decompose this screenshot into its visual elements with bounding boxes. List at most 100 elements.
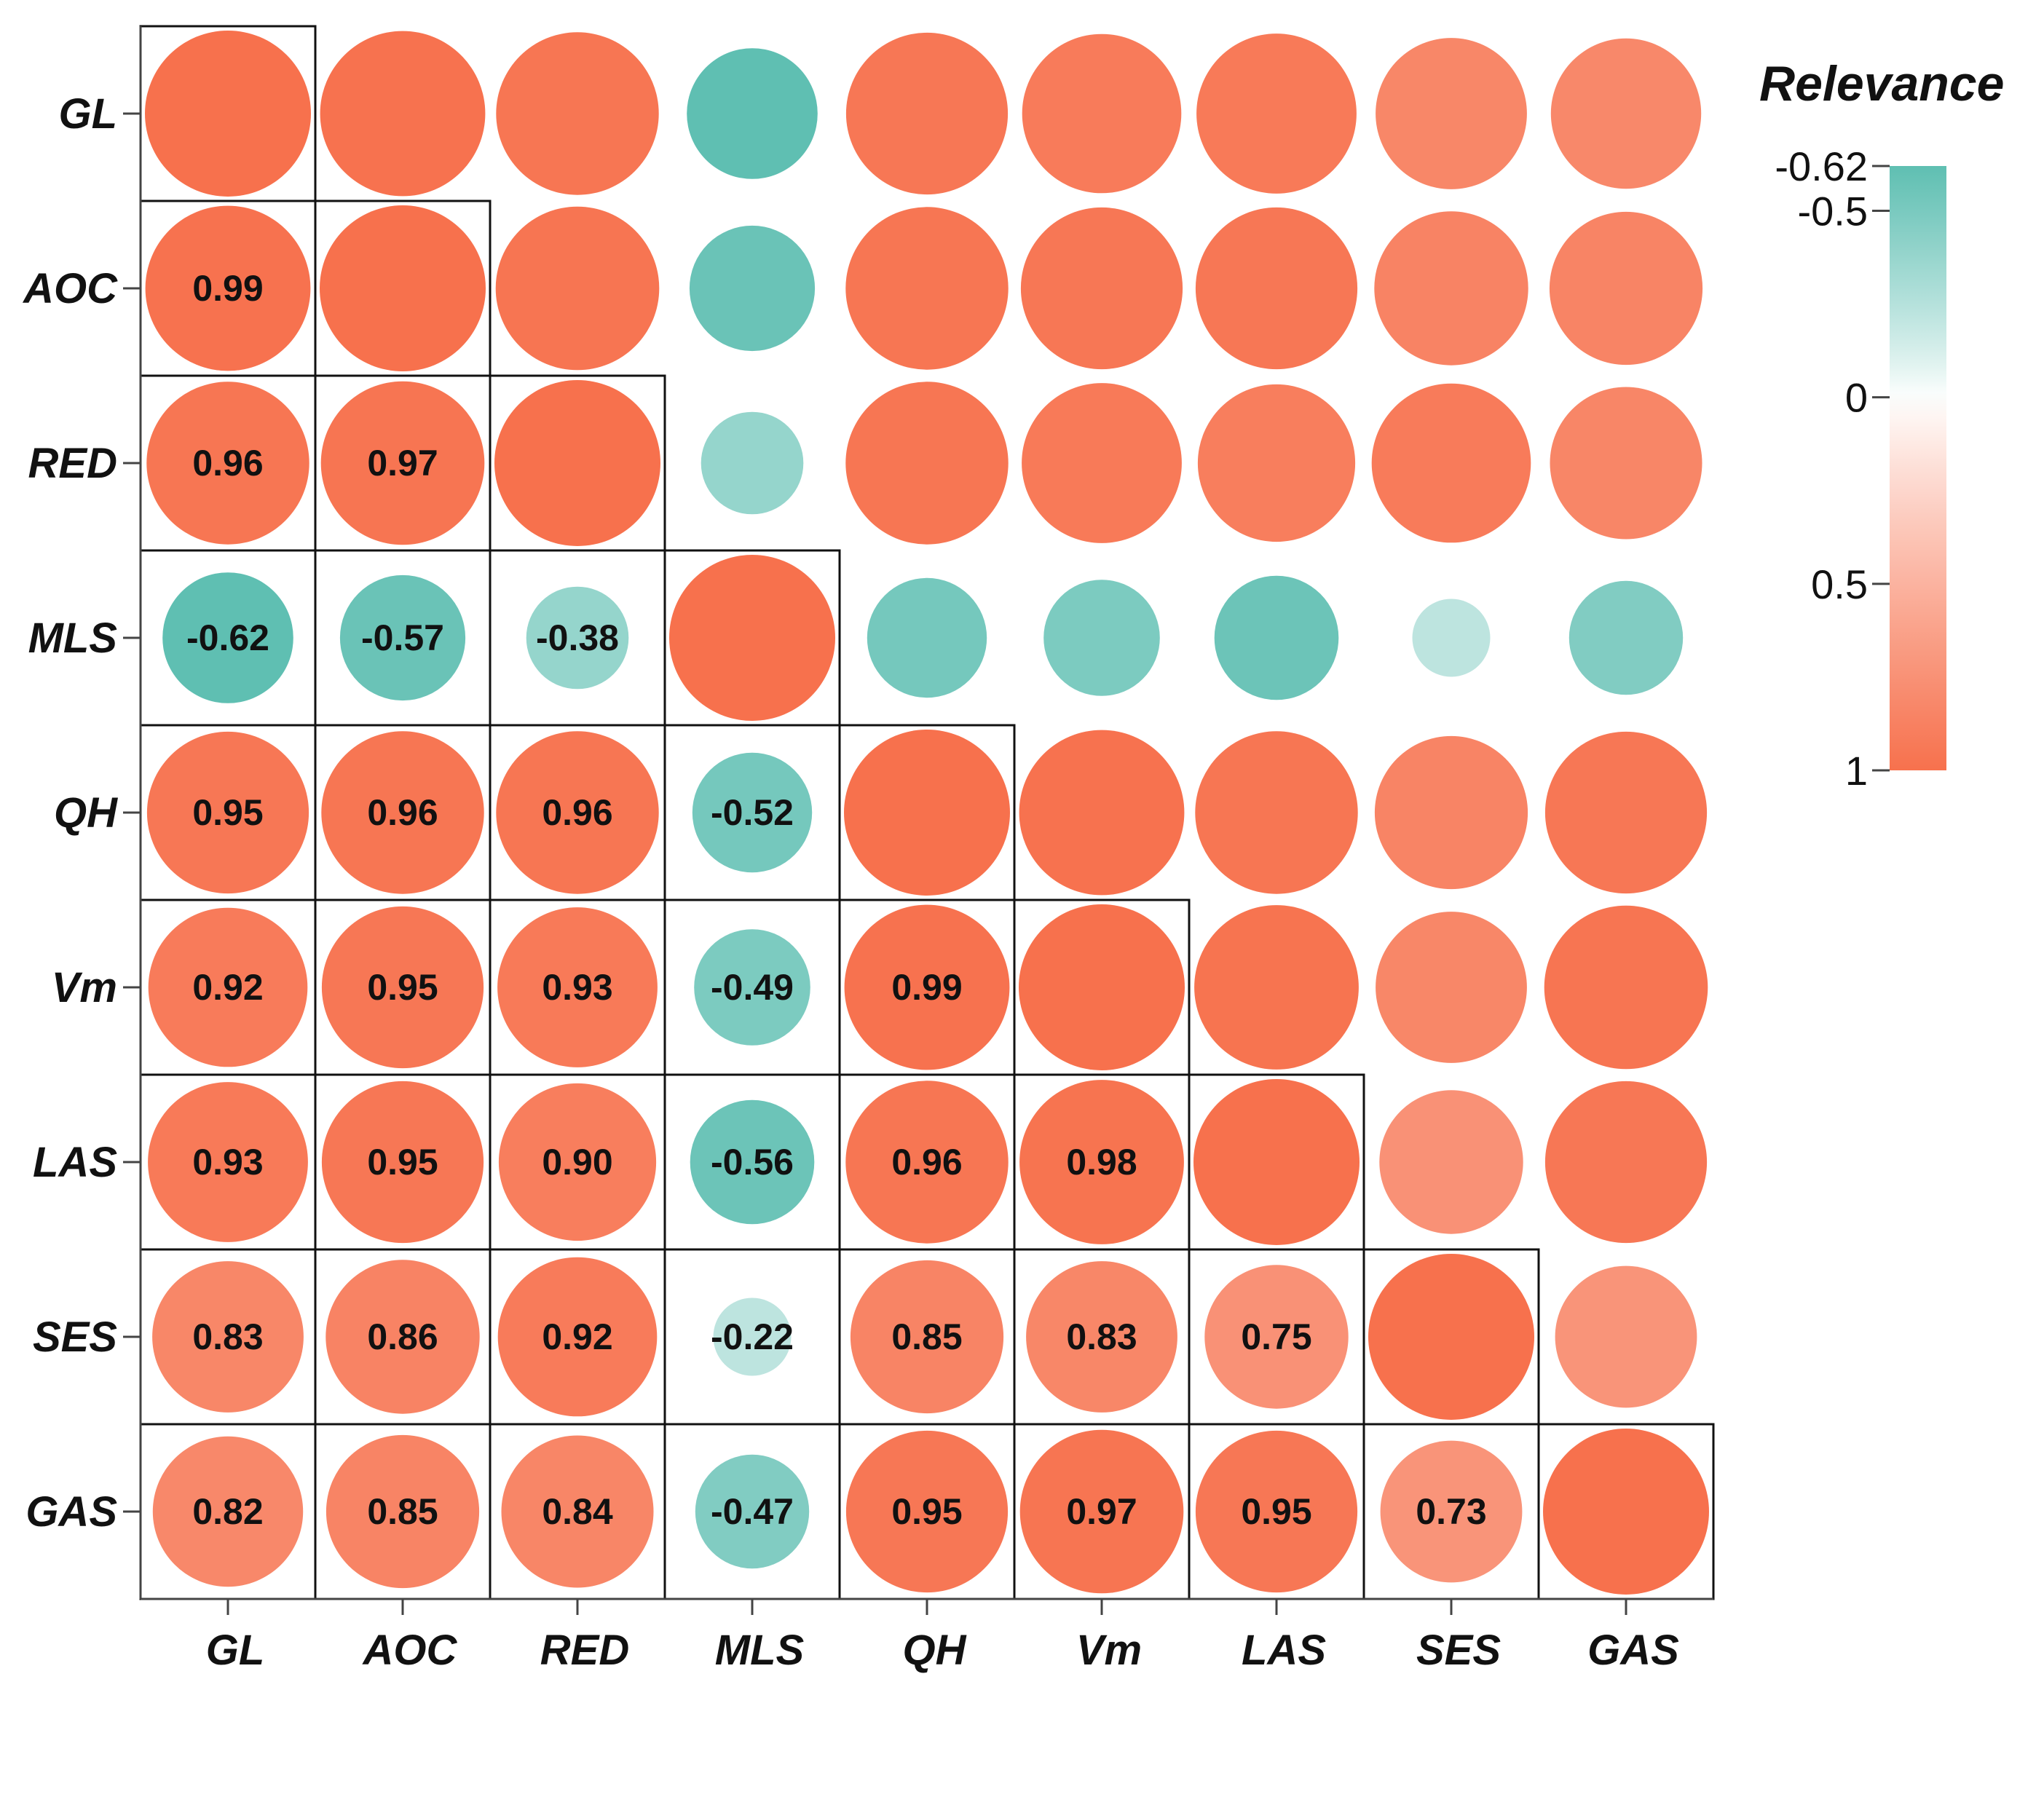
corr-circle-AOC-Vm [1020,207,1183,370]
cell-value-LAS-GL: 0.93 [192,1142,263,1182]
corr-circle-RED-GL [146,382,309,545]
y-tick-label-AOC: AOC [22,265,118,312]
corr-circle-GL-MLS [687,48,818,179]
corr-circle-QH-AOC [321,731,484,894]
legend-tick-label-3: 0.5 [1811,561,1868,607]
corr-circle-MLS-RED [526,586,629,690]
cell-value-LAS-AOC: 0.95 [367,1142,438,1182]
corr-circle-LAS-Vm [1019,1080,1184,1244]
corr-circle-Vm-RED [497,907,658,1067]
corr-circle-SES-Vm [1026,1261,1177,1413]
y-tick-label-LAS: LAS [33,1139,117,1186]
cell-value-QH-GL: 0.95 [192,792,263,833]
corr-circle-RED-RED [494,380,660,546]
corr-circle-MLS-MLS [669,555,835,721]
corr-circle-MLS-SES [1412,599,1491,677]
cell-value-QH-AOC: 0.96 [367,792,438,833]
legend-tick-label-2: 0 [1845,375,1868,421]
cell-value-RED-GL: 0.96 [192,443,263,483]
cell-value-LAS-RED: 0.90 [542,1142,612,1182]
cell-value-SES-LAS: 0.75 [1241,1316,1311,1357]
x-tick-label-GL: GL [206,1627,265,1674]
corr-circle-AOC-GAS [1549,211,1703,366]
x-tick-label-RED: RED [540,1627,629,1674]
corr-circle-MLS-GAS [1568,580,1684,695]
corr-circle-AOC-LAS [1195,207,1358,370]
x-tick-label-MLS: MLS [715,1627,805,1674]
corr-circle-MLS-AOC [339,574,466,701]
legend-tick-label-1: -0.5 [1798,188,1869,234]
cell-value-QH-RED: 0.96 [542,792,612,833]
corr-circle-AOC-QH [845,207,1009,370]
corr-circle-LAS-LAS [1193,1079,1360,1245]
corr-circle-SES-QH [850,1260,1004,1414]
cell-value-Vm-QH: 0.99 [891,967,962,1008]
cell-value-SES-GL: 0.83 [192,1316,263,1357]
corr-circle-LAS-QH [845,1081,1009,1244]
corr-circle-MLS-QH [867,577,987,698]
cell-value-Vm-MLS: -0.49 [711,967,794,1008]
corr-circle-SES-LAS [1204,1265,1349,1409]
corr-circle-Vm-GL [148,907,308,1067]
cell-value-QH-MLS: -0.52 [711,792,794,833]
corr-circle-AOC-MLS [689,225,816,352]
corr-circle-QH-SES [1374,735,1528,890]
corr-circle-Vm-Vm [1019,904,1185,1070]
corr-circle-SES-SES [1368,1254,1534,1420]
cell-value-GAS-SES: 0.73 [1416,1491,1486,1532]
corr-circle-GAS-GL [152,1436,304,1587]
corr-circle-GL-LAS [1196,33,1357,194]
cell-value-MLS-AOC: -0.57 [361,617,444,658]
corr-circle-RED-AOC [320,381,485,545]
corr-circle-MLS-Vm [1043,580,1160,696]
cell-value-Vm-RED: 0.93 [542,967,612,1008]
cell-value-AOC-GL: 0.99 [192,268,263,309]
cell-value-GAS-LAS: 0.95 [1241,1491,1311,1532]
cell-value-MLS-GL: -0.62 [186,617,269,658]
y-tick-label-RED: RED [28,440,117,487]
corr-circle-SES-AOC [325,1260,480,1414]
legend-color-bar [1890,166,1946,770]
corr-circle-GAS-MLS [695,1454,810,1569]
x-tick-label-AOC: AOC [362,1627,458,1674]
x-tick-label-SES: SES [1416,1627,1501,1674]
corr-circle-RED-SES [1371,383,1531,543]
cell-value-LAS-Vm: 0.98 [1066,1142,1137,1182]
corr-circle-RED-QH [845,382,1009,545]
corr-circle-LAS-RED [498,1083,657,1241]
cell-value-Vm-GL: 0.92 [192,967,263,1008]
x-tick-label-LAS: LAS [1242,1627,1326,1674]
corr-circle-QH-LAS [1195,731,1358,894]
cell-value-SES-QH: 0.85 [891,1316,962,1357]
corr-circle-SES-GAS [1555,1265,1697,1408]
corr-circle-RED-GAS [1550,387,1702,540]
corr-circle-GAS-QH [845,1430,1009,1593]
corr-circle-AOC-AOC [320,205,486,371]
corr-circle-LAS-AOC [321,1081,484,1244]
corr-circle-GAS-SES [1380,1440,1523,1583]
corr-circle-SES-MLS [713,1298,792,1376]
corr-circle-GAS-RED [501,1435,654,1588]
y-tick-label-MLS: MLS [28,615,118,662]
cell-value-SES-RED: 0.92 [542,1316,612,1357]
corr-circle-QH-QH [844,730,1010,896]
axes-layer: GL GL AOC AOC RED RED MLS MLS QH QH Vm Vm LAS LAS SES S… [22,26,1713,1674]
x-tick-label-Vm: Vm [1076,1627,1142,1674]
cell-value-GAS-Vm: 0.97 [1066,1491,1137,1532]
cell-value-RED-AOC: 0.97 [367,443,438,483]
cell-value-SES-AOC: 0.86 [367,1316,438,1357]
corr-circle-Vm-GAS [1544,905,1708,1070]
corr-circle-RED-LAS [1197,384,1356,542]
corr-circle-LAS-MLS [690,1099,815,1225]
corr-circle-RED-Vm [1022,383,1182,543]
legend: Relevance -0.62-0.5 0 0.5 1 [1759,56,2004,794]
corr-circle-AOC-SES [1374,211,1528,366]
corr-circle-GL-GAS [1550,38,1702,189]
corr-circle-LAS-SES [1379,1090,1523,1234]
cell-value-SES-Vm: 0.83 [1066,1316,1137,1357]
corr-circle-Vm-AOC [321,906,484,1069]
corr-circle-GL-Vm [1022,33,1182,194]
corr-circle-QH-Vm [1019,730,1185,896]
